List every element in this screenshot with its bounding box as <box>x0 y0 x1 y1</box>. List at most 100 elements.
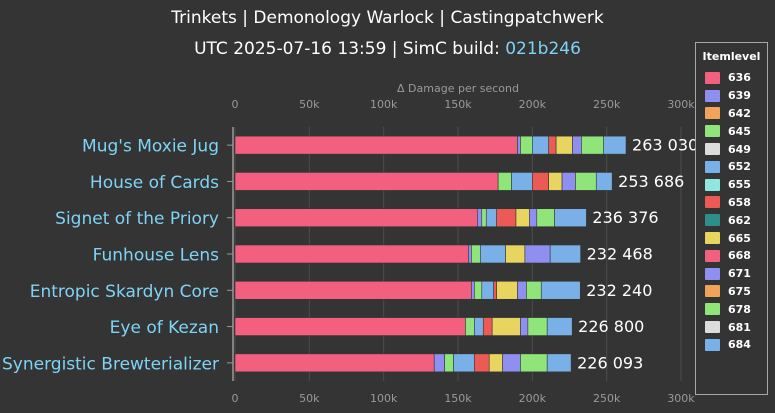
legend-item-678[interactable]: 678 <box>696 300 767 318</box>
bar-segment-671 <box>524 244 551 264</box>
bar-segment-678 <box>527 317 548 336</box>
legend-swatch <box>705 178 720 191</box>
bar-segment-652 <box>485 208 497 228</box>
bar-segment-678 <box>520 353 548 373</box>
legend-item-675[interactable]: 675 <box>696 283 767 301</box>
category-label: Signet of the Priory <box>55 209 219 229</box>
total-label: 232 468 <box>587 245 653 264</box>
bar-segment-636 <box>234 280 472 300</box>
bar-segment-671 <box>517 280 527 300</box>
bar-segment-639 <box>477 208 483 228</box>
bar-segment-658 <box>482 317 493 336</box>
bar-segment-645 <box>481 208 487 228</box>
x-tick-label-top: 0 <box>232 98 239 111</box>
bar-segment-636 <box>234 172 499 191</box>
total-label: 226 093 <box>577 353 643 372</box>
legend-item-662[interactable]: 662 <box>696 211 767 229</box>
simc-build-link[interactable]: 021b246 <box>505 39 581 59</box>
x-tick-label-top: 250k <box>593 98 621 111</box>
bar-segment-665 <box>496 280 518 300</box>
legend-swatch <box>705 267 720 280</box>
legend-item-652[interactable]: 652 <box>696 158 767 176</box>
bar-segment-636 <box>234 208 478 228</box>
legend-swatch <box>705 249 720 262</box>
bar-segment-671 <box>529 208 538 228</box>
legend-label: 668 <box>728 249 751 263</box>
total-label: 263 030 <box>632 136 698 155</box>
legend-label: 675 <box>728 284 751 298</box>
bar-segment-658 <box>548 135 557 155</box>
chart-title: Trinkets | Demonology Warlock | Castingp… <box>171 8 604 28</box>
legend-item-642[interactable]: 642 <box>696 105 767 123</box>
x-tick-label-top: 150k <box>444 98 472 111</box>
x-tick-label-top: 100k <box>370 98 398 111</box>
legend-label: 658 <box>728 195 751 209</box>
x-tick-label-top: 50k <box>299 98 320 111</box>
bar-segment-636 <box>234 353 435 373</box>
legend-item-655[interactable]: 655 <box>696 176 767 194</box>
bar-segment-678 <box>526 280 542 300</box>
legend-item-665[interactable]: 665 <box>696 229 767 247</box>
legend-item-636[interactable]: 636 <box>696 69 767 87</box>
legend-label: 636 <box>728 71 751 85</box>
legend-swatch <box>705 232 720 245</box>
x-tick-label-bottom: 50k <box>299 392 320 405</box>
x-tick-label-top: 300k <box>667 98 695 111</box>
bar-segment-645 <box>444 353 454 373</box>
bar-segment-658 <box>496 208 517 228</box>
legend-swatch <box>705 89 720 102</box>
x-tick-label-bottom: 0 <box>232 392 239 405</box>
bar-segment-665 <box>515 208 530 228</box>
bar-segment-665 <box>555 135 573 155</box>
legend-title: Itemlevel <box>702 50 761 63</box>
total-label: 226 800 <box>578 317 644 336</box>
legend-item-681[interactable]: 681 <box>696 318 767 336</box>
legend-item-645[interactable]: 645 <box>696 122 767 140</box>
legend-item-668[interactable]: 668 <box>696 247 767 265</box>
bar-segment-665 <box>488 353 503 373</box>
legend-label: 662 <box>728 213 751 227</box>
legend-label: 642 <box>728 106 751 120</box>
legend-item-639[interactable]: 639 <box>696 87 767 105</box>
bar-segment-671 <box>520 317 529 336</box>
bar-segment-665 <box>491 317 521 336</box>
category-label: Eye of Kezan <box>110 318 219 338</box>
legend-item-658[interactable]: 658 <box>696 194 767 212</box>
bar-segment-652 <box>532 135 549 155</box>
legend-label: 665 <box>728 231 751 245</box>
bar-segment-645 <box>465 317 475 336</box>
subtitle-timestamp: UTC 2025-07-16 13:59 | SimC build: <box>194 39 506 59</box>
total-label: 232 240 <box>586 281 652 300</box>
bar-segment-678 <box>581 135 604 155</box>
category-label: Entropic Skardyn Core <box>30 282 219 302</box>
x-tick-label-top: 200k <box>519 98 547 111</box>
bar-segment-639 <box>433 353 445 373</box>
legend-swatch <box>705 303 720 316</box>
legend-swatch <box>705 143 720 156</box>
legend-swatch <box>705 214 720 227</box>
bar-segment-652 <box>453 353 475 373</box>
legend-item-684[interactable]: 684 <box>696 336 767 354</box>
bar-segment-684 <box>595 172 613 191</box>
legend-label: 684 <box>728 338 751 352</box>
category-label: Mug's Moxie Jug <box>82 137 219 157</box>
bar-segment-645 <box>471 244 481 264</box>
legend-item-649[interactable]: 649 <box>696 140 767 158</box>
category-label: Funhouse Lens <box>93 246 219 266</box>
legend-label: 678 <box>728 302 751 316</box>
bar-segment-645 <box>474 280 483 300</box>
legend-swatch <box>705 107 720 120</box>
bar-segment-665 <box>548 172 563 191</box>
legend-label: 649 <box>728 142 751 156</box>
x-tick-label-bottom: 300k <box>667 392 695 405</box>
bar-segment-639 <box>468 244 472 264</box>
x-tick-label-bottom: 250k <box>593 392 621 405</box>
bar-segment-678 <box>575 172 597 191</box>
bar-segment-684 <box>546 317 573 336</box>
bar-segment-671 <box>502 353 521 373</box>
legend-item-671[interactable]: 671 <box>696 265 767 283</box>
bar-segment-645 <box>497 172 512 191</box>
legend-label: 655 <box>728 178 751 192</box>
bar-segment-636 <box>234 317 466 336</box>
